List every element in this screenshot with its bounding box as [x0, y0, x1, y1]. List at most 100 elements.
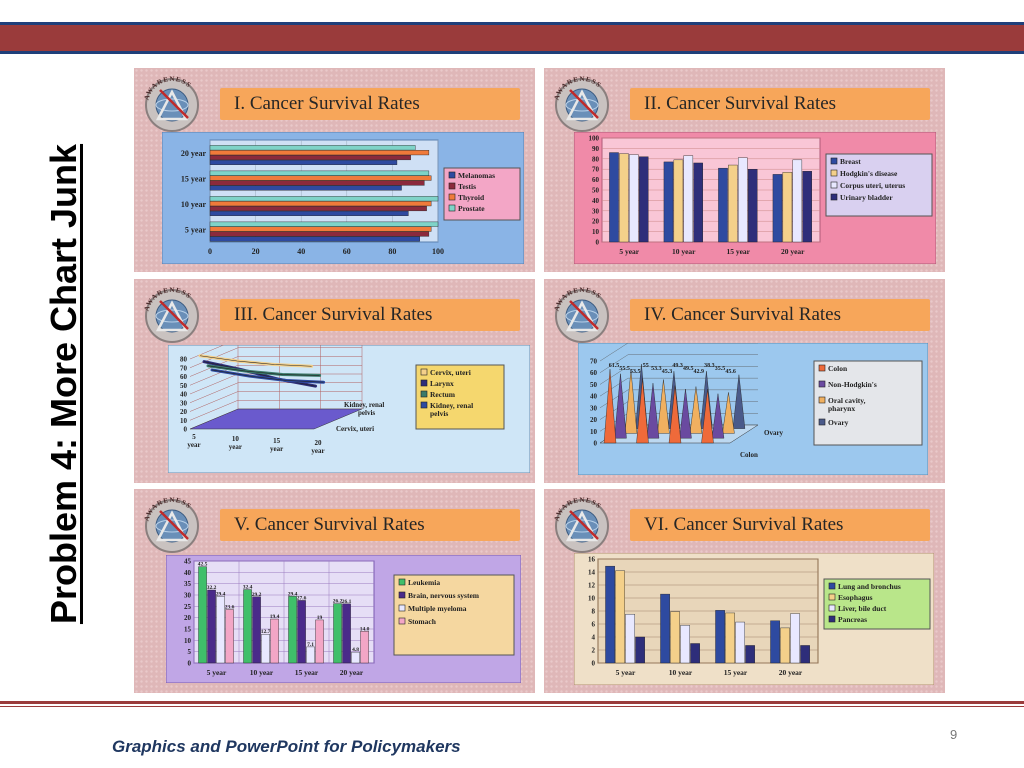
data-label: 42.5 [198, 562, 208, 568]
bar [209, 231, 430, 237]
chart-6-svg: 0 2 4 6 8 10 12 14 16 5 year 10 year 15 year 20 year… [574, 553, 934, 685]
chart-title-6: VI. Cancer Survival Rates [630, 509, 930, 541]
legend-swatch [398, 578, 406, 586]
x-tick-label: 20 [252, 247, 260, 256]
y-tick-label: 70 [590, 358, 598, 366]
legend-label: Testis [458, 182, 476, 191]
x-tick-label: year [311, 447, 324, 455]
logo-globe-line [565, 98, 599, 112]
y-tick-label: 10 year [181, 200, 207, 209]
legend-box [393, 574, 515, 656]
logo-globe-line [565, 309, 599, 323]
logo-triangle [565, 300, 599, 332]
x-tick-label: 15 year [295, 668, 319, 677]
legend-label: Stomach [408, 617, 437, 626]
slide-title-container: Problem 4: More Chart Junk [36, 84, 92, 684]
chart-title-4: IV. Cancer Survival Rates [630, 299, 930, 331]
bar [792, 159, 803, 243]
cone [722, 392, 735, 434]
bar [261, 634, 270, 664]
awareness-logo-icon: AWARENESS [143, 496, 199, 553]
legend-label: Ovary [828, 418, 849, 427]
y-tick-label: 100 [589, 135, 600, 143]
legend-swatch [818, 364, 826, 372]
legend-swatch [420, 390, 428, 398]
x-tick-label: 5 year [616, 668, 636, 677]
legend-swatch [448, 193, 456, 201]
data-label: 53.5 [630, 369, 641, 375]
x-tick-label: 5 [192, 433, 196, 441]
legend-swatch [420, 379, 428, 387]
y-tick-label: 5 [188, 648, 192, 656]
logo-globe-line [155, 519, 189, 533]
legend-label: Oral cavity, [828, 396, 866, 405]
bar [673, 159, 684, 243]
x-tick-label: year [187, 441, 200, 449]
y-tick-label: 50 [180, 382, 188, 390]
logo-triangle [155, 300, 189, 332]
data-label: 19.4 [270, 614, 280, 620]
x-tick-label: 15 [273, 437, 281, 445]
logo-triangle [565, 510, 599, 542]
chart-title-5: V. Cancer Survival Rates [220, 509, 520, 541]
chart-title-1: I. Cancer Survival Rates [220, 88, 520, 120]
bar [209, 206, 427, 212]
legend-swatch [828, 615, 836, 623]
page-number: 9 [950, 727, 958, 742]
bar [625, 614, 635, 664]
bar [209, 201, 432, 207]
top-color-band [0, 22, 1024, 54]
y-tick-label: 50 [592, 187, 600, 195]
bar [209, 226, 432, 232]
logo-slash [569, 510, 599, 540]
data-label: 38.3 [704, 363, 715, 369]
cone [624, 370, 638, 434]
legend-swatch [420, 368, 428, 376]
x-tick-label: year [270, 445, 283, 453]
data-label: 42.9 [694, 369, 705, 375]
legend-label: Rectum [430, 390, 456, 399]
x-tick-label: 10 year [669, 668, 693, 677]
legend-swatch [828, 604, 836, 612]
y-tick-label: 50 [590, 381, 598, 389]
depth-label: Colon [740, 451, 758, 459]
x-tick-label: 10 year [672, 247, 696, 256]
data-label: 23.6 [225, 605, 235, 611]
chart-title-3: III. Cancer Survival Rates [220, 299, 520, 331]
x-tick-label: 20 year [340, 668, 364, 677]
chart-1-svg: 0 20 40 60 80 100 5 year 10 year 15 year 20 year M… [162, 132, 524, 264]
bar [209, 155, 411, 161]
awareness-logo-icon: AWARENESS [553, 75, 609, 132]
x-tick-label: 100 [432, 247, 444, 256]
bar [209, 180, 425, 186]
y-tick-label: 20 [590, 416, 598, 424]
x-tick-label: 5 year [619, 247, 639, 256]
legend-swatch [818, 418, 826, 426]
legend-label: Multiple myeloma [408, 604, 467, 613]
bar [306, 646, 315, 664]
y-tick-label: 80 [180, 356, 188, 364]
data-label: 12.7 [261, 629, 271, 635]
bar [207, 589, 216, 664]
bar [209, 221, 439, 227]
y-tick-label: 40 [592, 197, 600, 205]
data-label: 19 [317, 615, 323, 621]
legend-swatch [830, 193, 838, 201]
data-label: 7.1 [307, 642, 314, 648]
cone [679, 388, 692, 439]
bar [209, 175, 432, 181]
data-label: 49.5 [683, 366, 694, 372]
bar [209, 150, 430, 156]
legend-label: Esophagus [838, 593, 873, 602]
series-line-edge [203, 361, 316, 387]
data-label: 26.2 [333, 599, 343, 605]
logo-slash [569, 89, 599, 119]
legend-swatch [398, 591, 406, 599]
chart-3-svg: 010203040506070805year10year15year20year… [168, 345, 530, 473]
y-tick-label: 14 [588, 569, 596, 577]
y-tick-label: 6 [592, 621, 596, 629]
bar [782, 172, 793, 243]
depth-label: Cervix, uteri [336, 425, 374, 433]
bar [635, 636, 645, 664]
gridline [599, 366, 629, 385]
